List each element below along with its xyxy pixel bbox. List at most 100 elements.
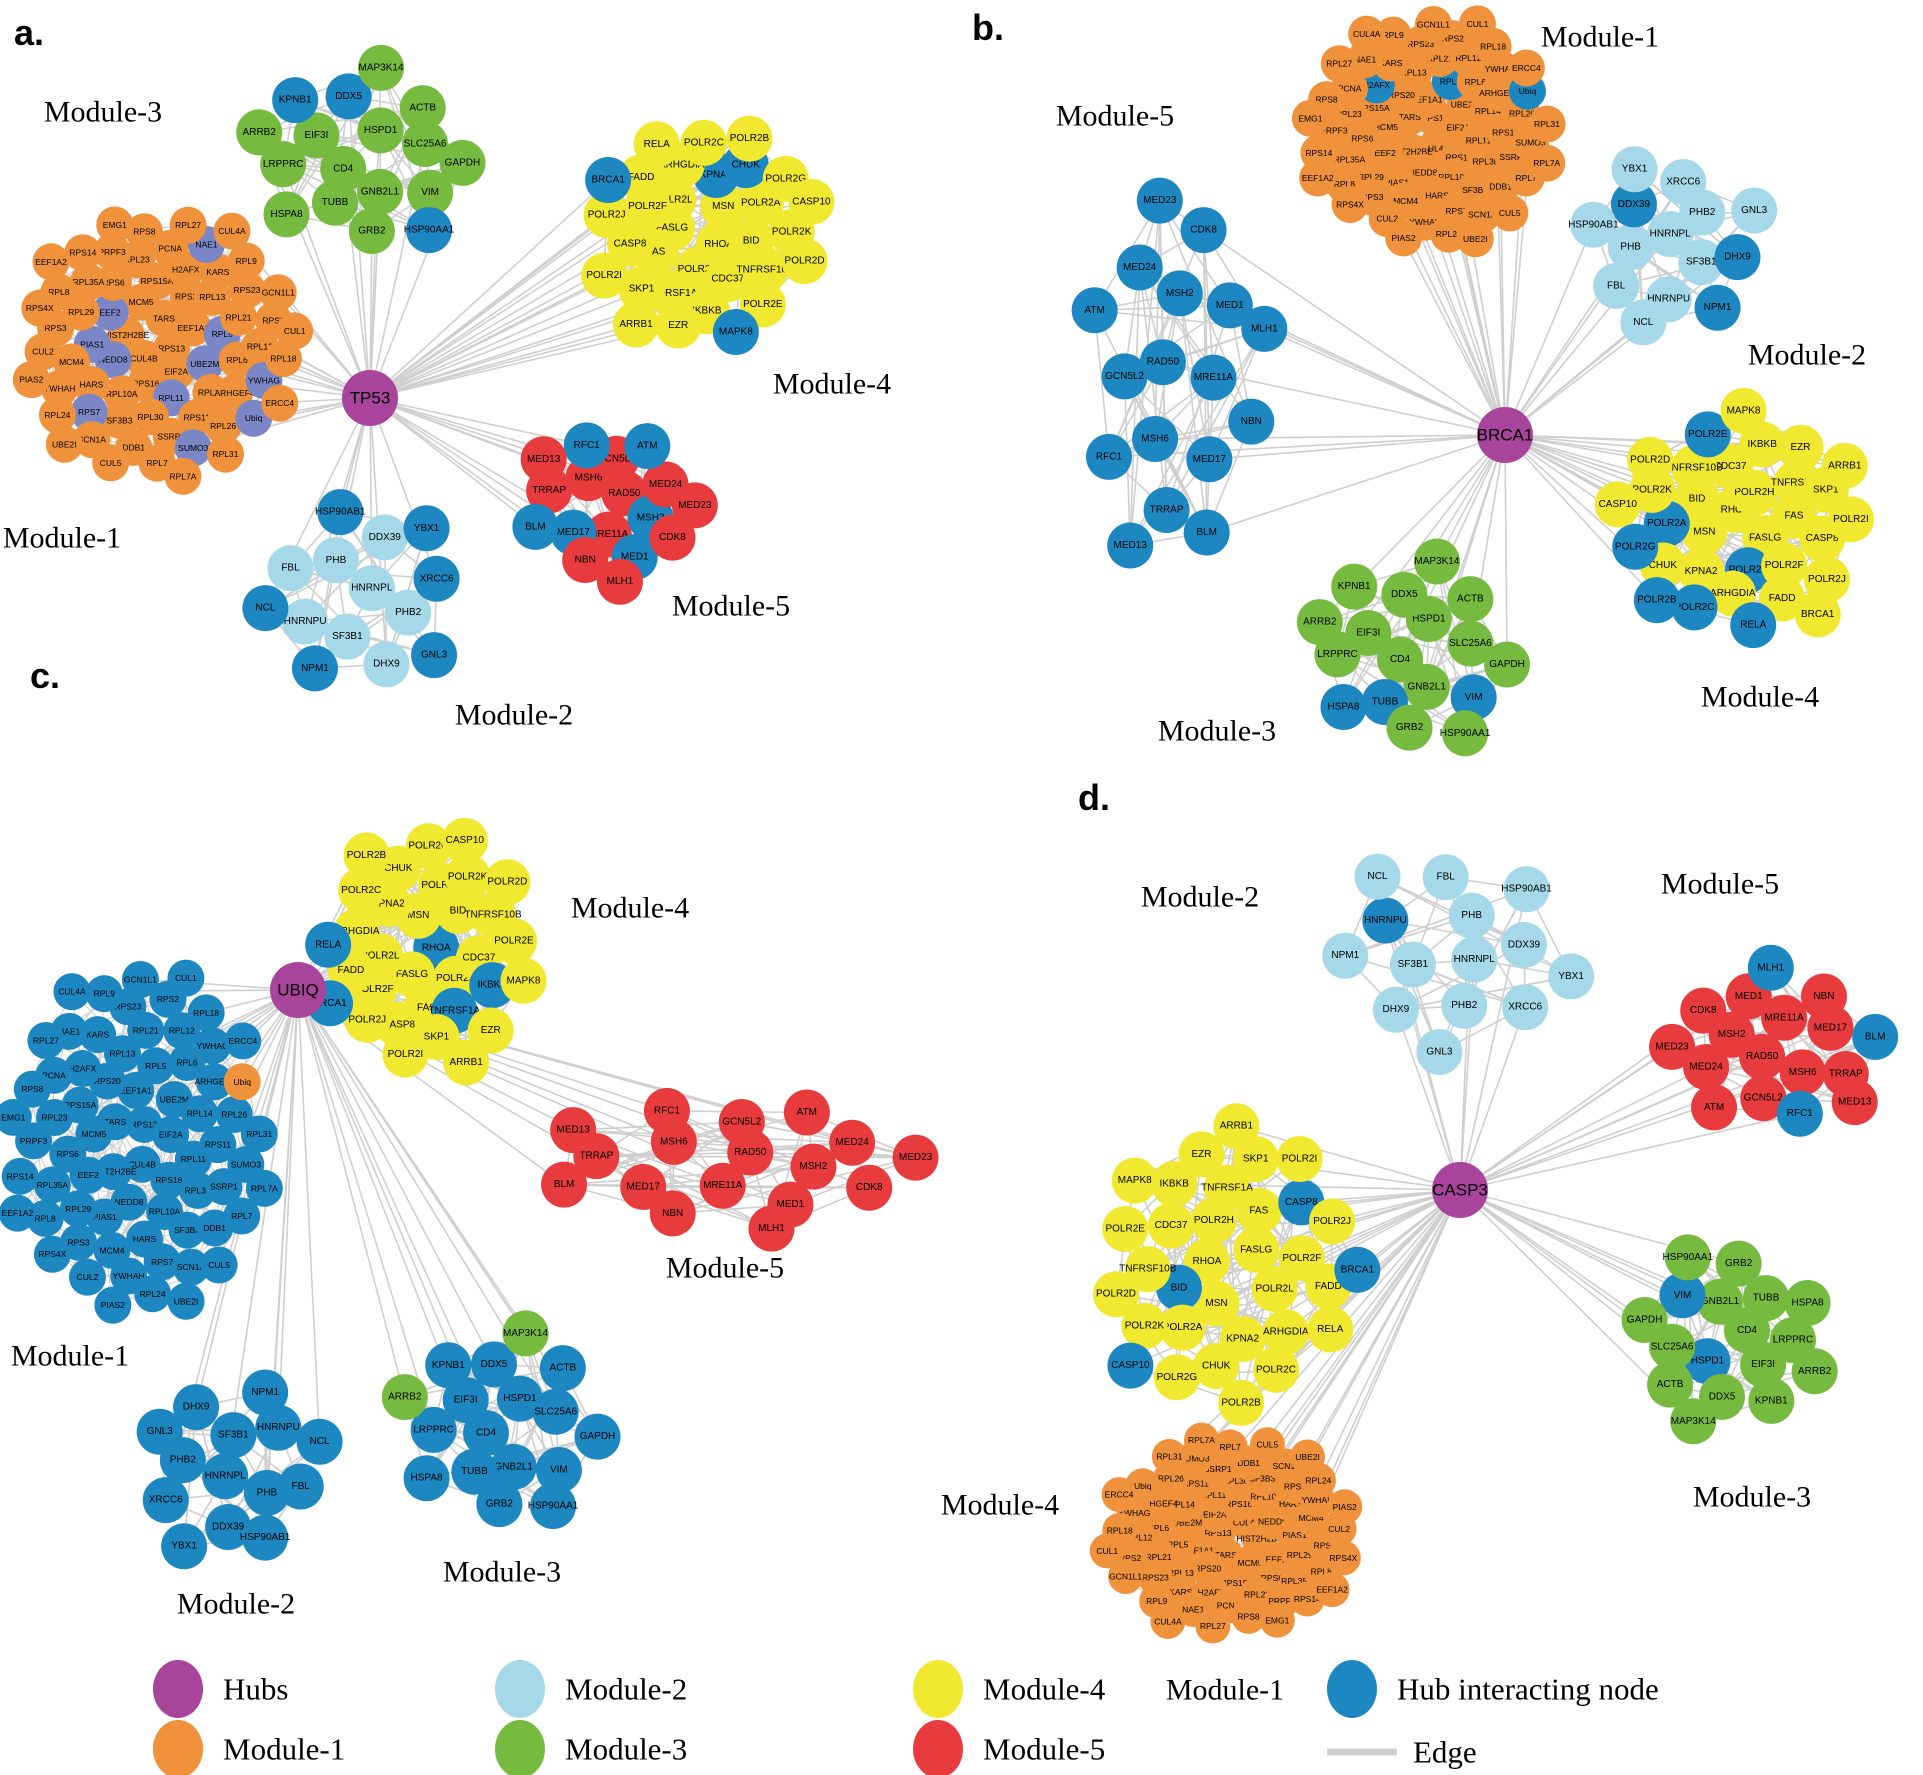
gene-node-label: TNFRSF10B [1666,462,1724,473]
gene-node: PIAS2 [1385,219,1423,257]
gene-node: ACTB [539,1345,586,1392]
hub-edge [369,397,373,590]
gene-node-label: MAP3K14 [1414,556,1459,567]
gene-node: RPL7 [1212,1429,1248,1465]
gene-node-label: CUL2 [1328,1524,1350,1534]
gene-node-label: YBX1 [1558,971,1584,982]
gene-node-label: MRE11A [1194,372,1234,383]
gene-node-label: RPL7 [1219,1442,1241,1452]
gene-node-label: POLR2B [730,133,770,144]
gene-node-label: MAP3K14 [503,1328,548,1339]
gene-node-label: GRB2 [358,225,386,236]
gene-node: NCL [1354,853,1401,900]
gene-node: YWHAG [194,1027,232,1065]
gene-node-label: MCM5 [1238,1558,1263,1568]
gene-node-circle [581,252,628,299]
gene-node-circle [1139,339,1186,386]
gene-node-label: SF3B3 [1249,1474,1275,1484]
gene-node-label: RAD50 [608,488,641,499]
gene-node-circle [1309,1198,1356,1245]
gene-node: MCM5 [75,1115,113,1153]
gene-node-label: RPS11 [183,413,210,423]
gene-node-label: RPL13 [1401,68,1427,78]
gene-node: ARRB1 [1821,442,1868,489]
gene-node: HNRNPU [1362,897,1409,944]
gene-node-label: ARHGDIA [334,926,380,937]
gene-node: RPS8 [1231,1598,1267,1634]
gene-node-circle [1528,144,1566,182]
gene-node: MLH1 [748,1205,795,1252]
gene-node-circle [1121,1302,1168,1349]
gene-node-circle [463,1410,510,1457]
gene-node-circle [215,1096,253,1134]
labels-panel-a: Module-1 Module-3 Module-4 Module-2 Module-5… [3,12,891,732]
gene-node-circle [213,212,251,250]
gene-node-label: RPL8 [34,1213,56,1223]
gene-node-label: PRPF3 [1268,1596,1296,1606]
gene-node-circle [277,1463,324,1510]
gene-node-label: Ubiq [1134,1481,1152,1491]
gene-node-label: LRPPRC [413,1424,454,1435]
gene-node: CUL5 [92,444,130,482]
gene-node-label: HNRNPU [257,1422,300,1433]
gene-node-label: GCN5L2 [722,1116,761,1127]
gene-node-circle [790,1143,837,1190]
gene-node-label: CASP10 [1111,1360,1150,1371]
gene-node-label: SUMO3 [231,1160,262,1170]
gene-node: EMG1 [0,1098,32,1136]
gene-node-label: SSRP1 [1499,152,1527,162]
hub-edge [1504,233,1671,436]
hub-edge [1504,434,1658,601]
gene-node: TNFRSF1A [1201,1164,1253,1211]
gene-node-label: RPL26 [210,421,236,431]
gene-node-label: PRPF3 [20,1136,48,1146]
gene-node-circle [1218,1379,1265,1426]
gene-node-label: UBE2M [190,359,219,369]
gene-node-circle [121,961,159,999]
gene-node-circle [382,1031,429,1078]
gene-node: RPS7 [143,1243,181,1281]
gene-node: RAD50 [1139,339,1186,386]
gene-node-label: GCN1L1 [1109,1572,1142,1582]
gene-node-label: H2AFX [1363,80,1391,90]
gene-node-label: GNL3 [1426,1047,1453,1058]
module-label: Module-3 [1693,1481,1811,1514]
gene-node: TNFRSF10B [737,246,794,293]
gene-node-circle [64,234,102,272]
gene-node-label: RPL5 [1167,1539,1189,1549]
gene-node: GCN5L2 [718,1098,765,1145]
gene-node: RFC1 [1776,1090,1823,1137]
edge [563,1165,815,1186]
hub-edge [369,323,637,399]
gene-node-label: MLH1 [607,576,634,587]
gene-node-circle [500,957,547,1004]
gene-node-circle [1107,522,1154,569]
gene-node-circle [49,1135,87,1173]
gene-node: BLM [541,1161,588,1208]
gene-node-circle [451,1448,498,1495]
gene-node-label: EIF3I [1751,1359,1775,1370]
gene-node-circle [1089,1533,1125,1569]
gene-node-circle [103,375,141,413]
gene-node: RPL27 [169,206,207,244]
gene-node: XRCC6 [142,1477,189,1524]
gene-node-label: EEF2 [1374,148,1396,158]
gene-node: MED13 [1831,1079,1878,1126]
gene-node-label: CUL1 [284,326,306,336]
gene-node-circle [291,645,338,692]
gene-node-circle [1649,1023,1696,1070]
gene-node-label: POLR2I [1833,514,1869,525]
gene-node: GRB2 [1386,704,1433,751]
gene-node-label: RPL29 [65,1204,91,1214]
hub-label: CASP3 [1432,1181,1488,1200]
gene-node-label: RPS6 [1351,134,1373,144]
gene-node-label: RPL35A [1281,1576,1313,1586]
gene-node-label: RPL12 [1126,1532,1152,1542]
gene-node-circle [1159,1304,1206,1351]
module-label: Module-2 [455,699,573,732]
gene-node: RFC1 [563,422,610,469]
hub-node-BRCA1: BRCA1 [1477,407,1533,463]
gene-node: RPL7A [1184,1422,1220,1458]
legend-swatch-red [913,1720,963,1775]
gene-node-label: NCL [1633,317,1653,328]
